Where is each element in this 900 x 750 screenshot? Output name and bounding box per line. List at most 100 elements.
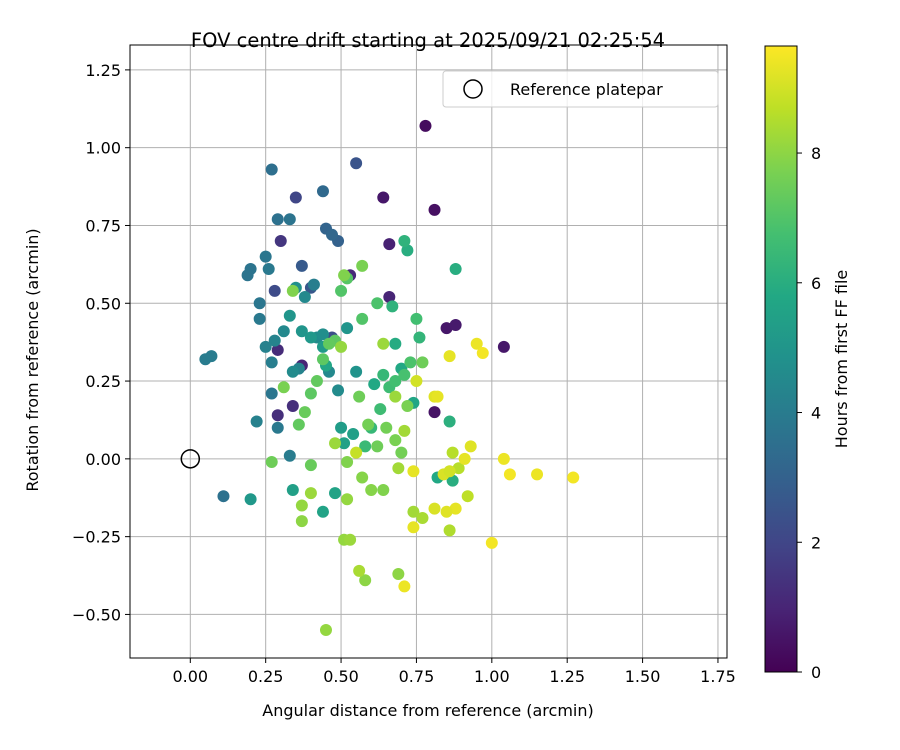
scatter-point: [386, 300, 399, 313]
scatter-point: [350, 157, 363, 170]
scatter-point: [365, 483, 378, 496]
y-axis-ticks: −0.50 −0.25 0.00 0.25 0.50 0.75 1.00 1.25: [72, 61, 130, 624]
scatter-point: [368, 378, 381, 391]
scatter-point: [295, 259, 308, 272]
colorbar-tick-label: 6: [811, 274, 821, 293]
scatter-point: [404, 356, 417, 369]
legend: Reference platepar: [442, 70, 719, 108]
scatter-point: [389, 375, 402, 388]
x-tick-label: 1.00: [474, 667, 510, 686]
scatter-point: [446, 446, 459, 459]
scatter-point: [310, 375, 323, 388]
colorbar-tick-label: 8: [811, 144, 821, 163]
scatter-point: [268, 334, 281, 347]
scatter-point: [265, 387, 278, 400]
scatter-point: [338, 269, 351, 282]
scatter-point: [383, 291, 396, 304]
x-tick-label: 0.50: [323, 667, 359, 686]
chart-title: FOV centre drift starting at 2025/09/21 …: [191, 29, 665, 52]
scatter-point: [356, 259, 369, 272]
scatter-point: [265, 455, 278, 468]
scatter-point: [383, 238, 396, 251]
scatter-point: [316, 328, 329, 341]
scatter-point: [497, 340, 510, 353]
colorbar-gradient: [765, 46, 797, 672]
scatter-point: [428, 406, 441, 419]
scatter-point: [271, 213, 284, 226]
scatter-point: [401, 399, 414, 412]
scatter-point: [335, 340, 348, 353]
scatter-point: [389, 390, 402, 403]
scatter-point: [335, 421, 348, 434]
scatter-point: [440, 505, 453, 518]
scatter-point: [347, 427, 360, 440]
scatter-point: [304, 387, 317, 400]
scatter-point: [410, 375, 423, 388]
scatter-point: [476, 347, 489, 360]
scatter-point: [359, 440, 372, 453]
scatter-point: [286, 399, 299, 412]
scatter-point: [443, 465, 456, 478]
scatter-point: [398, 580, 411, 593]
scatter-point: [431, 390, 444, 403]
scatter-point: [332, 384, 345, 397]
scatter-point: [259, 250, 272, 263]
scatter-point: [392, 567, 405, 580]
scatter-point: [407, 465, 420, 478]
scatter-point: [389, 337, 402, 350]
colorbar-tick-label: 4: [811, 404, 821, 423]
colorbar-label: Hours from first FF file: [832, 270, 851, 449]
scatter-point: [407, 505, 420, 518]
y-tick-label: 0.00: [85, 450, 121, 469]
scatter-point: [268, 284, 281, 297]
x-axis-label: Angular distance from reference (arcmin): [262, 701, 593, 720]
scatter-point: [377, 368, 390, 381]
y-tick-label: 1.25: [85, 61, 121, 80]
scatter-point: [304, 487, 317, 500]
scatter-point: [253, 297, 266, 310]
scatter-point: [401, 244, 414, 257]
scatter-point: [452, 462, 465, 475]
scatter-point: [398, 368, 411, 381]
colorbar-frame: [764, 45, 798, 673]
scatter-point: [503, 468, 516, 481]
x-tick-label: 0.25: [248, 667, 284, 686]
scatter-point: [443, 524, 456, 537]
scatter-point: [371, 440, 384, 453]
scatter-point: [304, 331, 317, 344]
colorbar-tick-label: 2: [811, 533, 821, 552]
scatter-point: [253, 312, 266, 325]
scatter-point: [464, 440, 477, 453]
scatter-point: [323, 337, 335, 350]
scatter-point: [319, 623, 332, 636]
scatter-point: [277, 325, 290, 338]
y-tick-label: 1.00: [85, 139, 121, 158]
scatter-point: [329, 487, 342, 500]
scatter-point: [341, 455, 354, 468]
colorbar: 0 2 4 6 8 Hours from first FF file: [764, 45, 851, 682]
scatter-point: [244, 493, 257, 506]
scatter-point: [292, 418, 305, 431]
scatter-point: [416, 511, 429, 524]
scatter-point: [359, 574, 372, 587]
scatter-point: [286, 284, 299, 297]
scatter-point: [298, 406, 311, 419]
grid-lines: [130, 45, 727, 658]
scatter-point: [338, 437, 351, 450]
scatter-point: [446, 474, 459, 487]
scatter-point: [356, 312, 369, 325]
x-tick-label: 1.25: [549, 667, 585, 686]
scatter-point: [250, 415, 263, 428]
scatter-point: [329, 437, 342, 450]
scatter-point: [283, 213, 296, 226]
scatter-point: [461, 490, 474, 503]
scatter-point: [567, 471, 580, 484]
scatter-point: [271, 421, 284, 434]
reference-point-marker: [180, 449, 201, 469]
scatter-point: [295, 325, 308, 338]
scatter-point: [286, 483, 299, 496]
scatter-point: [344, 533, 357, 546]
x-axis-ticks: 0.00 0.25 0.50 0.75 1.00 1.25 1.50 1.75: [172, 658, 736, 686]
